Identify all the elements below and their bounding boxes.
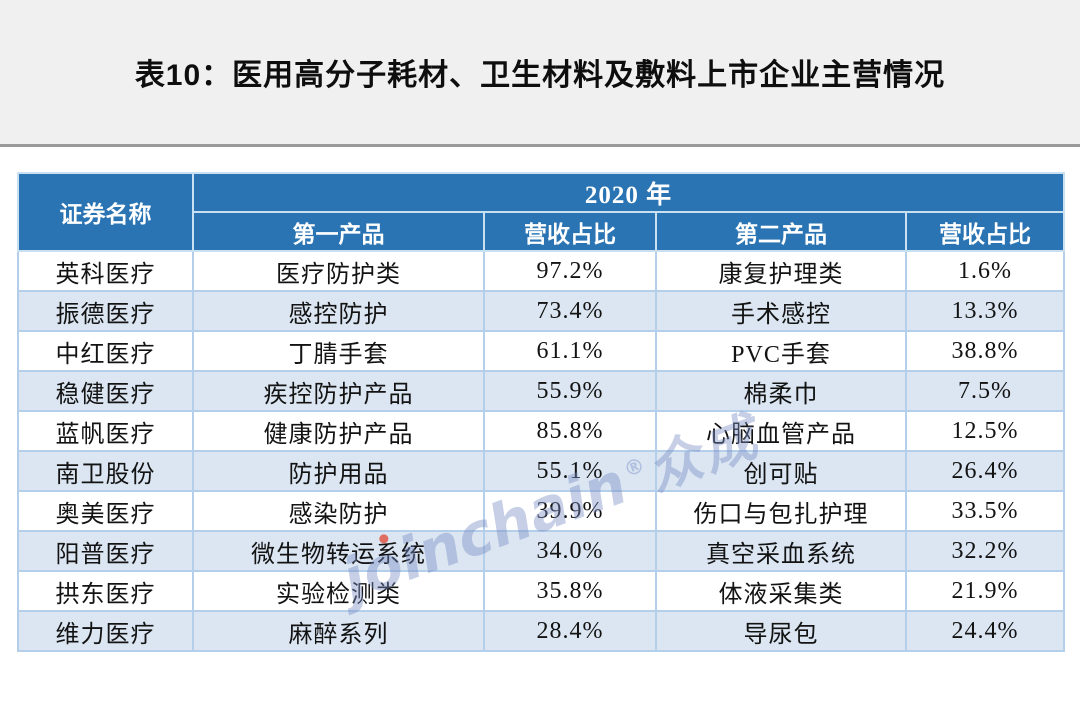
cell-second-product: PVC手套 [655,330,907,372]
cell-security-name: 维力医疗 [17,610,194,652]
cell-security-name: 奥美医疗 [17,490,194,532]
cell-second-product: 体液采集类 [655,570,907,612]
cell-first-share: 28.4% [483,610,657,652]
cell-second-product: 导尿包 [655,610,907,652]
cell-second-product: 真空采血系统 [655,530,907,572]
col-header-second-product: 第二产品 [655,211,907,252]
col-header-first-revenue-share: 营收占比 [483,211,657,252]
table-body: 英科医疗 医疗防护类 97.2% 康复护理类 1.6% 振德医疗 感控防护 73… [17,250,1066,652]
cell-first-product: 健康防护产品 [192,410,485,452]
table-row: 维力医疗 麻醉系列 28.4% 导尿包 24.4% [17,610,1066,652]
table-row: 阳普医疗 微生物转运系统 34.0% 真空采血系统 32.2% [17,530,1066,572]
cell-first-share: 39.9% [483,490,657,532]
cell-first-product: 感染防护 [192,490,485,532]
main-table: 证券名称 2020 年 第一产品 营收占比 第二产品 营收占比 英科医疗 医疗防… [17,172,1066,652]
cell-second-product: 棉柔巾 [655,370,907,412]
cell-security-name: 蓝帆医疗 [17,410,194,452]
header-row-year: 证券名称 2020 年 [17,172,1066,252]
table-row: 拱东医疗 实验检测类 35.8% 体液采集类 21.9% [17,570,1066,612]
col-header-year-group: 2020 年 [191,172,1066,213]
table-row: 英科医疗 医疗防护类 97.2% 康复护理类 1.6% [17,250,1066,292]
cell-first-share: 61.1% [483,330,657,372]
cell-second-share: 21.9% [904,570,1066,612]
col-header-first-product: 第一产品 [192,211,485,252]
col-header-second-revenue-share: 营收占比 [904,211,1066,252]
cell-first-product: 麻醉系列 [192,610,485,652]
cell-first-product: 实验检测类 [192,570,485,612]
cell-first-product: 感控防护 [192,290,485,332]
table-row: 中红医疗 丁腈手套 61.1% PVC手套 38.8% [17,330,1066,372]
cell-first-share: 97.2% [483,250,657,292]
cell-second-product: 伤口与包扎护理 [655,490,907,532]
cell-security-name: 阳普医疗 [17,530,194,572]
cell-first-product: 医疗防护类 [192,250,485,292]
cell-first-product: 疾控防护产品 [192,370,485,412]
title-band: 表10：医用高分子耗材、卫生材料及敷料上市企业主营情况 [0,0,1080,147]
table-section: 证券名称 2020 年 第一产品 营收占比 第二产品 营收占比 英科医疗 医疗防… [0,147,1080,652]
cell-second-share: 38.8% [904,330,1066,372]
page-title: 表10：医用高分子耗材、卫生材料及敷料上市企业主营情况 [134,59,946,92]
cell-first-product: 微生物转运系统 [192,530,485,572]
cell-security-name: 中红医疗 [17,330,194,372]
cell-security-name: 稳健医疗 [17,370,194,412]
table-row: 南卫股份 防护用品 55.1% 创可贴 26.4% [17,450,1066,492]
cell-security-name: 英科医疗 [17,250,194,292]
cell-second-product: 手术感控 [655,290,907,332]
cell-first-share: 85.8% [483,410,657,452]
table-row: 蓝帆医疗 健康防护产品 85.8% 心脑血管产品 12.5% [17,410,1066,452]
cell-first-share: 55.9% [483,370,657,412]
cell-security-name: 振德医疗 [17,290,194,332]
cell-first-share: 35.8% [483,570,657,612]
cell-second-share: 12.5% [904,410,1066,452]
cell-second-product: 心脑血管产品 [655,410,907,452]
cell-second-product: 创可贴 [655,450,907,492]
cell-first-share: 34.0% [483,530,657,572]
table-header: 证券名称 2020 年 第一产品 营收占比 第二产品 营收占比 [17,172,1066,252]
cell-first-share: 73.4% [483,290,657,332]
cell-security-name: 南卫股份 [17,450,194,492]
cell-first-product: 防护用品 [192,450,485,492]
cell-second-share: 13.3% [904,290,1066,332]
cell-second-share: 24.4% [904,610,1066,652]
table-row: 振德医疗 感控防护 73.4% 手术感控 13.3% [17,290,1066,332]
cell-second-share: 1.6% [904,250,1066,292]
col-header-security-name: 证券名称 [17,172,194,252]
header-row-subcolumns: 第一产品 营收占比 第二产品 营收占比 [18,211,1066,252]
cell-second-product: 康复护理类 [655,250,907,292]
cell-second-share: 7.5% [904,370,1066,412]
table-row: 稳健医疗 疾控防护产品 55.9% 棉柔巾 7.5% [17,370,1066,412]
cell-security-name: 拱东医疗 [17,570,194,612]
cell-second-share: 32.2% [904,530,1066,572]
cell-first-product: 丁腈手套 [192,330,485,372]
cell-second-share: 33.5% [904,490,1066,532]
cell-second-share: 26.4% [904,450,1066,492]
cell-first-share: 55.1% [483,450,657,492]
table-row: 奥美医疗 感染防护 39.9% 伤口与包扎护理 33.5% [17,490,1066,532]
